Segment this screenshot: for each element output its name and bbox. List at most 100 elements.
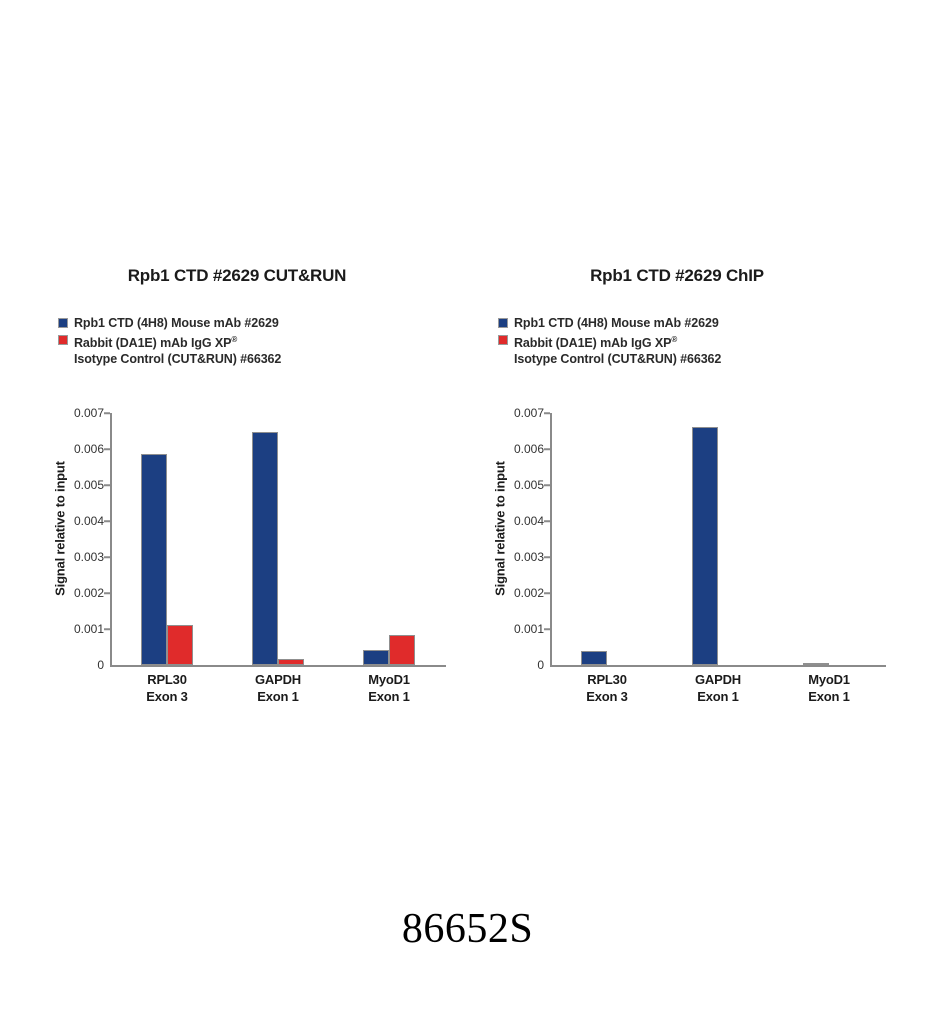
y-tick-mark — [544, 484, 550, 486]
bar-group-rpl30 — [552, 413, 663, 665]
x-tick-label-rpl30: RPL30 Exon 3 — [112, 671, 223, 705]
x-axis-line-cutandrun — [110, 665, 446, 667]
x-tick-gene: GAPDH — [255, 672, 301, 687]
y-tick-mark — [544, 628, 550, 630]
x-tick-exon: Exon 1 — [368, 689, 410, 704]
y-axis-line-chip — [550, 413, 552, 665]
legend-item-antibody: Rpb1 CTD (4H8) Mouse mAb #2629 — [498, 315, 892, 332]
x-tick-label-myod1: MyoD1 Exon 1 — [774, 671, 885, 705]
y-tick-mark — [544, 520, 550, 522]
bar-group-gapdh — [663, 413, 774, 665]
chart-legend-cutandrun: Rpb1 CTD (4H8) Mouse mAb #2629 Rabbit (D… — [58, 315, 452, 368]
y-axis-ticklabels-cutandrun: 0.007 0.006 0.005 0.004 0.003 0.002 0.00… — [44, 406, 104, 672]
x-tick-label-myod1: MyoD1 Exon 1 — [334, 671, 445, 705]
x-tick-label-gapdh: GAPDH Exon 1 — [663, 671, 774, 705]
legend-item-isotype-control: Rabbit (DA1E) mAb IgG XP® Isotype Contro… — [58, 332, 452, 368]
y-tick-label: 0.001 — [73, 622, 104, 636]
x-tick-gene: RPL30 — [147, 672, 187, 687]
plot-area-chip: Signal relative to input 0.007 0.006 0.0… — [462, 406, 892, 733]
bar-blue — [803, 663, 829, 665]
x-tick-label-rpl30: RPL30 Exon 3 — [552, 671, 663, 705]
figure-caption: 86652S — [401, 906, 534, 952]
bar-blue — [252, 431, 278, 665]
y-tick-label: 0 — [537, 658, 544, 672]
y-tick-label: 0.002 — [513, 586, 544, 600]
y-axis-line-cutandrun — [110, 413, 112, 665]
y-tick-mark — [544, 412, 550, 414]
x-tick-exon: Exon 3 — [586, 689, 628, 704]
y-tick-mark — [544, 448, 550, 450]
y-tick-label: 0.003 — [73, 550, 104, 564]
y-tick-label: 0.006 — [73, 442, 104, 456]
y-tick-label: 0.004 — [73, 514, 104, 528]
bar-blue — [692, 426, 718, 665]
y-tick-label: 0.001 — [513, 622, 544, 636]
y-tick-label: 0.005 — [513, 478, 544, 492]
y-tick-label: 0.003 — [513, 550, 544, 564]
y-tick-label: 0.006 — [513, 442, 544, 456]
bar-red — [278, 658, 304, 665]
legend-label-isotype-superscript: ® — [231, 334, 238, 344]
bar-red — [389, 635, 415, 665]
y-tick-mark — [104, 628, 110, 630]
y-tick-mark — [104, 520, 110, 522]
y-tick-mark — [104, 412, 110, 414]
x-tick-gene: RPL30 — [587, 672, 627, 687]
legend-label-isotype-line1: Rabbit (DA1E) mAb IgG XP® — [514, 334, 678, 350]
x-axis-labels-chip: RPL30 Exon 3 GAPDH Exon 1 MyoD1 Exon 1 — [552, 671, 886, 717]
bar-series-cutandrun — [112, 413, 446, 665]
chart-panel-cutandrun: Rpb1 CTD #2629 CUT&RUN Rpb1 CTD (4H8) Mo… — [22, 265, 452, 735]
y-tick-label: 0.004 — [513, 514, 544, 528]
legend-swatch-blue-icon — [498, 318, 508, 328]
legend-label-antibody: Rpb1 CTD (4H8) Mouse mAb #2629 — [514, 316, 719, 330]
y-tick-label: 0.007 — [513, 406, 544, 420]
x-tick-gene: MyoD1 — [808, 672, 850, 687]
legend-swatch-red-icon — [498, 334, 508, 345]
y-tick-mark — [544, 556, 550, 558]
x-tick-exon: Exon 3 — [146, 689, 188, 704]
x-tick-gene: MyoD1 — [368, 672, 410, 687]
chart-title-cutandrun: Rpb1 CTD #2629 CUT&RUN — [127, 266, 347, 285]
chart-panel-chip: Rpb1 CTD #2629 ChIP Rpb1 CTD (4H8) Mouse… — [462, 265, 892, 735]
chart-legend-chip: Rpb1 CTD (4H8) Mouse mAb #2629 Rabbit (D… — [498, 315, 892, 368]
y-tick-label: 0.007 — [73, 406, 104, 420]
bar-blue — [363, 649, 389, 665]
x-tick-exon: Exon 1 — [257, 689, 299, 704]
bar-group-myod1 — [774, 413, 885, 665]
x-tick-exon: Exon 1 — [697, 689, 739, 704]
x-axis-labels-cutandrun: RPL30 Exon 3 GAPDH Exon 1 MyoD1 Exon 1 — [112, 671, 446, 717]
x-tick-label-gapdh: GAPDH Exon 1 — [223, 671, 334, 705]
bar-blue — [581, 651, 607, 665]
y-tick-label: 0.005 — [73, 478, 104, 492]
y-tick-mark — [104, 448, 110, 450]
legend-item-isotype-control: Rabbit (DA1E) mAb IgG XP® Isotype Contro… — [498, 332, 892, 368]
x-axis-line-chip — [550, 665, 886, 667]
y-tick-label: 0.002 — [73, 586, 104, 600]
legend-label-isotype-superscript: ® — [671, 334, 678, 344]
y-tick-mark — [544, 592, 550, 594]
legend-label-isotype-text: Rabbit (DA1E) mAb IgG XP — [514, 335, 672, 350]
legend-swatch-red-icon — [58, 334, 68, 345]
bar-group-myod1 — [334, 413, 445, 665]
legend-label-isotype-line2: Isotype Control (CUT&RUN) #66362 — [74, 352, 282, 367]
bar-red — [167, 624, 193, 665]
bar-series-chip — [552, 413, 886, 665]
legend-label-antibody: Rpb1 CTD (4H8) Mouse mAb #2629 — [74, 316, 279, 330]
y-tick-mark — [104, 556, 110, 558]
x-tick-exon: Exon 1 — [808, 689, 850, 704]
y-tick-mark — [104, 592, 110, 594]
y-tick-mark — [104, 484, 110, 486]
y-axis-ticklabels-chip: 0.007 0.006 0.005 0.004 0.003 0.002 0.00… — [484, 406, 544, 672]
x-tick-gene: GAPDH — [695, 672, 741, 687]
bar-blue — [141, 454, 167, 665]
bar-group-rpl30 — [112, 413, 223, 665]
plot-area-cutandrun: Signal relative to input 0.007 0.006 0.0… — [22, 406, 452, 733]
y-tick-label: 0 — [97, 658, 104, 672]
legend-label-isotype-line2: Isotype Control (CUT&RUN) #66362 — [514, 352, 722, 367]
legend-label-isotype-line1: Rabbit (DA1E) mAb IgG XP® — [74, 334, 238, 350]
chart-title-chip: Rpb1 CTD #2629 ChIP — [590, 266, 764, 285]
legend-item-antibody: Rpb1 CTD (4H8) Mouse mAb #2629 — [58, 315, 452, 332]
legend-swatch-blue-icon — [58, 318, 68, 328]
legend-label-isotype-text: Rabbit (DA1E) mAb IgG XP — [74, 335, 232, 350]
